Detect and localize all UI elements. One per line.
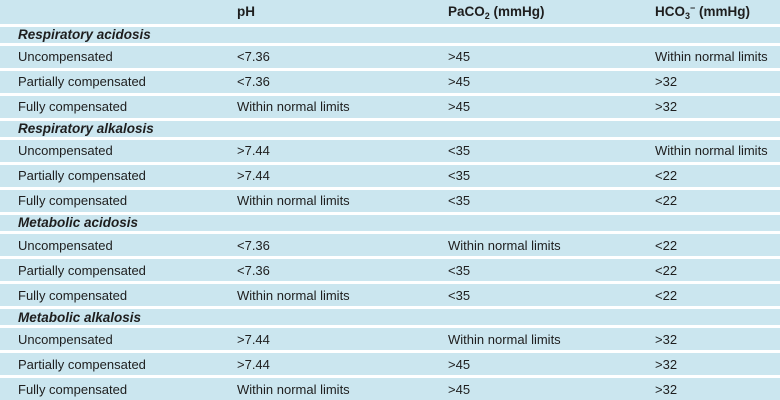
ph-value: <7.36: [219, 44, 430, 71]
table-row: Partially compensated <7.36 <35 <22: [0, 257, 780, 285]
hco3-value: >32: [637, 376, 780, 400]
paco2-value: >45: [430, 376, 637, 400]
hco3-value: >32: [637, 326, 780, 354]
paco2-value: Within normal limits: [430, 232, 637, 260]
table-row: Partially compensated >7.44 <35 <22: [0, 163, 780, 190]
hco3-base: HCO: [655, 4, 685, 20]
hco3-value: Within normal limits: [637, 138, 780, 165]
table-row: Fully compensated Within normal limits <…: [0, 282, 780, 310]
table-row: Uncompensated >7.44 Within normal limits…: [0, 326, 780, 354]
empty-cell: [219, 213, 430, 234]
section-title: Metabolic alkalosis: [0, 307, 219, 329]
section-row-metabolic-alkalosis: Metabolic alkalosis: [0, 307, 780, 329]
ph-value: >7.44: [219, 351, 430, 379]
section-row-respiratory-alkalosis: Respiratory alkalosis: [0, 119, 780, 140]
empty-cell: [430, 307, 637, 329]
ph-value: Within normal limits: [219, 282, 430, 310]
paco2-value: <35: [430, 163, 637, 190]
paco2-value: >45: [430, 351, 637, 379]
hco3-value: <22: [637, 282, 780, 310]
row-label: Fully compensated: [0, 94, 219, 121]
paco2-value: >45: [430, 69, 637, 96]
paco2-base: PaCO: [448, 4, 485, 20]
column-header-ph: pH: [219, 0, 430, 27]
table-row: Uncompensated >7.44 <35 Within normal li…: [0, 138, 780, 165]
empty-cell: [219, 307, 430, 329]
paco2-value: >45: [430, 44, 637, 71]
hco3-value: <22: [637, 232, 780, 260]
row-label: Uncompensated: [0, 232, 219, 260]
hco3-unit: (mmHg): [695, 4, 751, 20]
row-label: Partially compensated: [0, 163, 219, 190]
section-title: Respiratory alkalosis: [0, 119, 219, 140]
hco3-value: >32: [637, 69, 780, 96]
ph-value: >7.44: [219, 326, 430, 354]
empty-cell: [430, 119, 637, 140]
ph-value: <7.36: [219, 257, 430, 285]
row-label: Partially compensated: [0, 257, 219, 285]
empty-cell: [430, 213, 637, 234]
column-header-empty: [0, 0, 219, 27]
empty-cell: [637, 25, 780, 46]
empty-cell: [637, 307, 780, 329]
ph-value: Within normal limits: [219, 376, 430, 400]
row-label: Fully compensated: [0, 188, 219, 215]
empty-cell: [430, 25, 637, 46]
paco2-unit: (mmHg): [489, 4, 545, 20]
hco3-value: <22: [637, 257, 780, 285]
paco2-value: Within normal limits: [430, 326, 637, 354]
ph-value: <7.36: [219, 232, 430, 260]
column-header-paco2: PaCO2 (mmHg): [430, 0, 637, 27]
paco2-value: <35: [430, 138, 637, 165]
empty-cell: [637, 213, 780, 234]
row-label: Fully compensated: [0, 282, 219, 310]
empty-cell: [637, 119, 780, 140]
row-label: Uncompensated: [0, 326, 219, 354]
section-row-respiratory-acidosis: Respiratory acidosis: [0, 25, 780, 46]
column-header-row: pH PaCO2 (mmHg) HCO3− (mmHg): [0, 0, 780, 27]
row-label: Fully compensated: [0, 376, 219, 400]
ph-value: >7.44: [219, 163, 430, 190]
hco3-subscript: 3: [685, 11, 691, 22]
row-label: Uncompensated: [0, 138, 219, 165]
row-label: Partially compensated: [0, 351, 219, 379]
empty-cell: [219, 25, 430, 46]
section-title: Metabolic acidosis: [0, 213, 219, 234]
paco2-value: <35: [430, 257, 637, 285]
paco2-subscript: 2: [484, 11, 490, 22]
ph-value: Within normal limits: [219, 94, 430, 121]
table-row: Partially compensated >7.44 >45 >32: [0, 351, 780, 379]
column-header-hco3: HCO3− (mmHg): [637, 0, 780, 27]
hco3-superscript-minus: −: [690, 3, 696, 14]
paco2-value: >45: [430, 94, 637, 121]
ph-value: >7.44: [219, 138, 430, 165]
hco3-value: >32: [637, 351, 780, 379]
hco3-value: Within normal limits: [637, 44, 780, 71]
section-title: Respiratory acidosis: [0, 25, 219, 46]
ph-value: <7.36: [219, 69, 430, 96]
hco3-value: <22: [637, 163, 780, 190]
table-row: Fully compensated Within normal limits >…: [0, 94, 780, 121]
empty-cell: [219, 119, 430, 140]
row-label: Uncompensated: [0, 44, 219, 71]
section-row-metabolic-acidosis: Metabolic acidosis: [0, 213, 780, 234]
paco2-value: <35: [430, 188, 637, 215]
table-row: Partially compensated <7.36 >45 >32: [0, 69, 780, 96]
table-row: Fully compensated Within normal limits >…: [0, 376, 780, 400]
table-row: Uncompensated <7.36 Within normal limits…: [0, 232, 780, 260]
ph-value: Within normal limits: [219, 188, 430, 215]
hco3-value: >32: [637, 94, 780, 121]
table-row: Fully compensated Within normal limits <…: [0, 188, 780, 215]
paco2-value: <35: [430, 282, 637, 310]
table-row: Uncompensated <7.36 >45 Within normal li…: [0, 44, 780, 71]
hco3-value: <22: [637, 188, 780, 215]
row-label: Partially compensated: [0, 69, 219, 96]
